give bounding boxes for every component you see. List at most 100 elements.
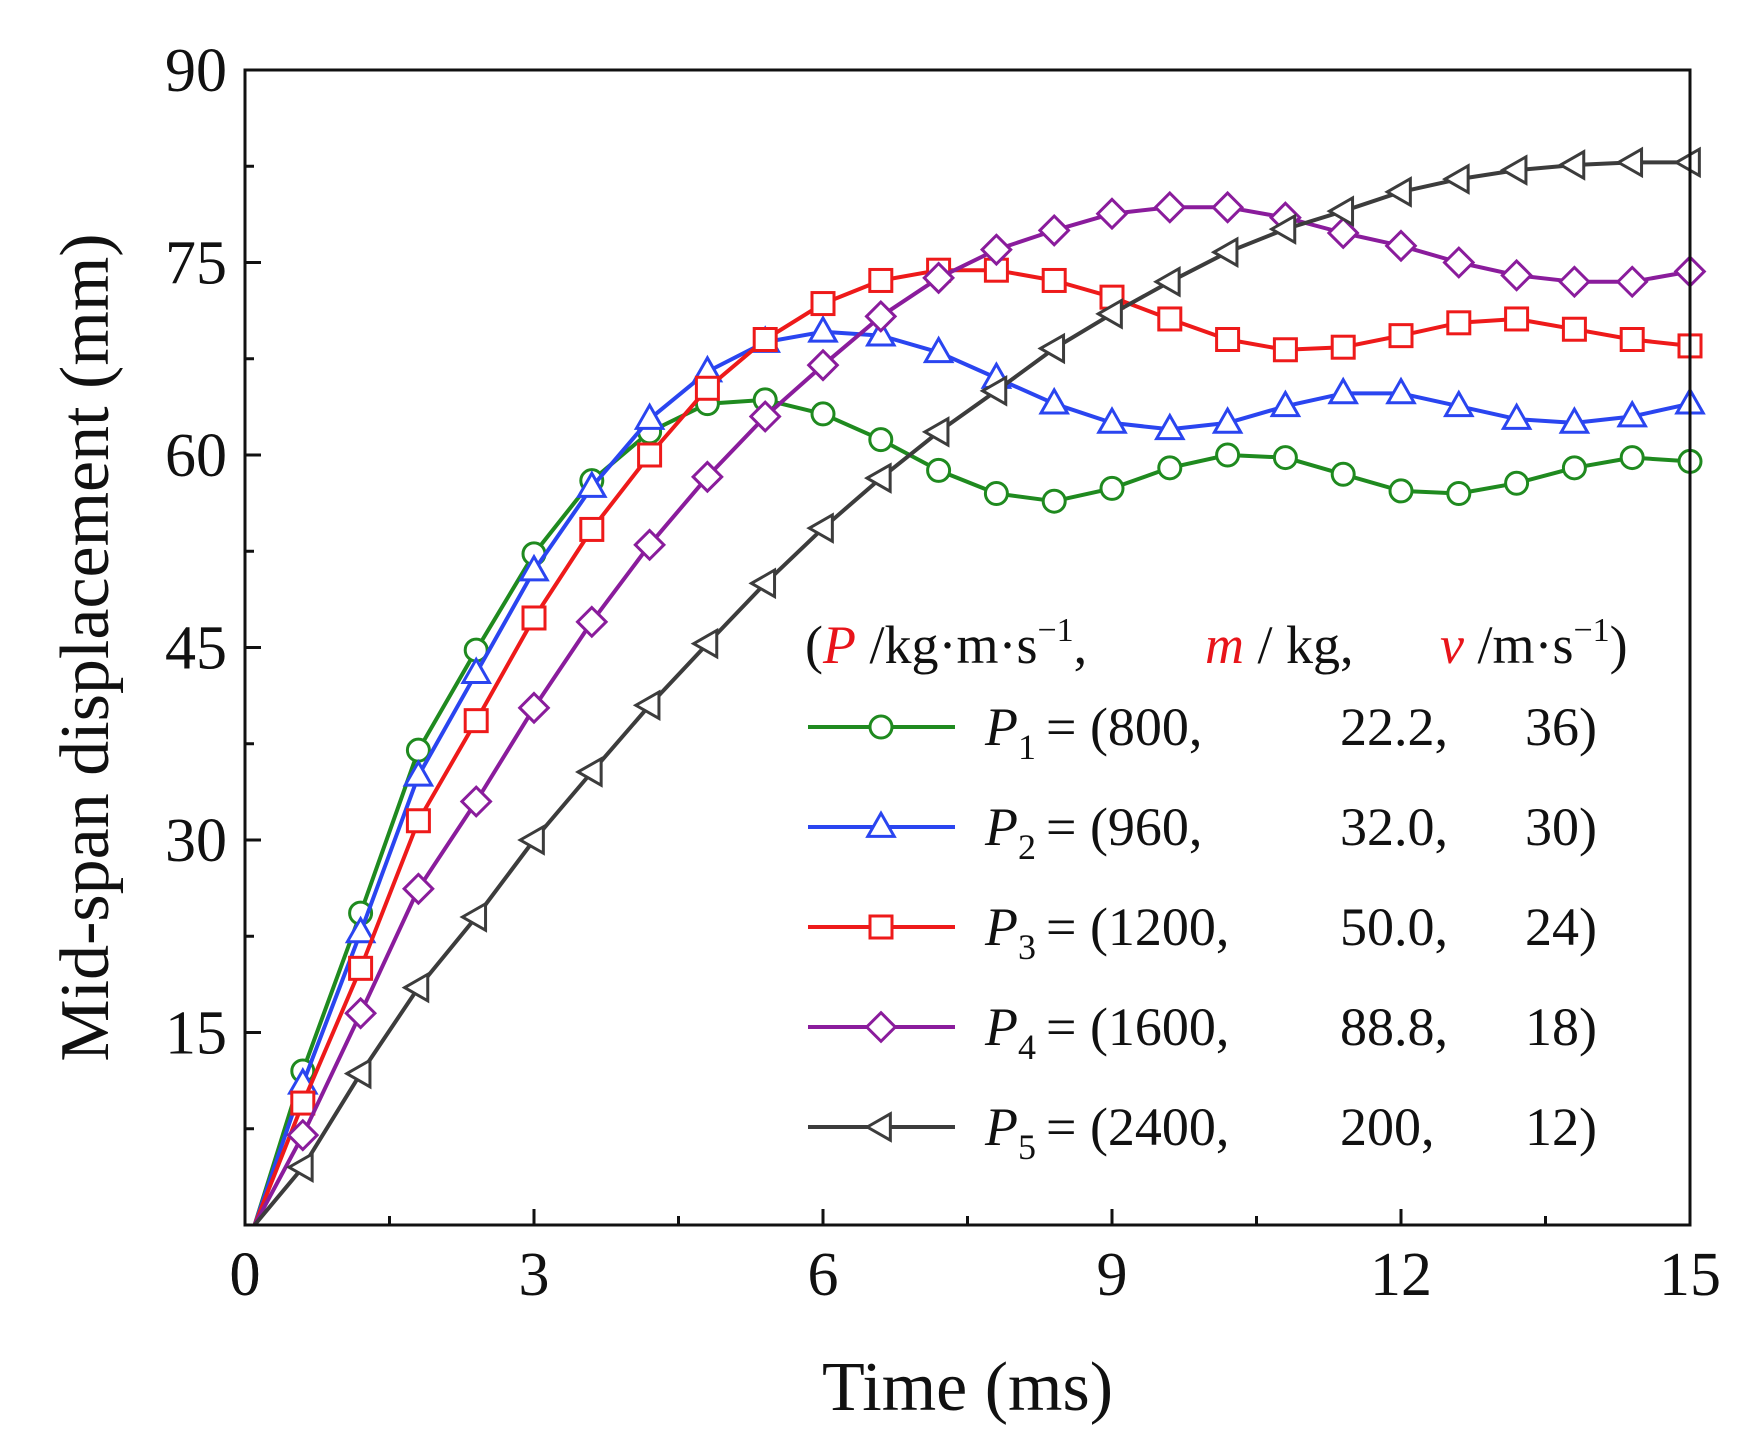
data-point [806,512,834,544]
data-point [922,335,955,364]
data-point [633,402,666,430]
legend-symbol-p5 [808,1111,955,1143]
legend-p5-velocity: 12) [1525,1097,1597,1157]
x-tick-label: 6 [808,1241,839,1309]
data-point [517,691,551,725]
legend-p2-symbol: P [984,797,1018,857]
y-tick-label: 60 [165,422,227,490]
data-point [1446,481,1472,506]
legend-p1-mass: 22.2, [1340,697,1448,757]
data-point [1099,475,1125,501]
data-point [633,528,667,562]
data-point [343,1057,372,1090]
legend-header-p-exponent: −1 [1037,612,1073,649]
legend-symbol-p1 [808,714,955,740]
legend-label-p4: P4 = (1600, 88.8, 18) [984,997,1597,1067]
data-point [1557,265,1591,299]
data-point [463,708,489,734]
legend-entry-p4: P4 = (1600, 88.8, 18) [808,997,1597,1067]
legend-symbol-p2 [808,810,955,838]
legend-p2-velocity: 30) [1525,797,1597,857]
data-point [810,401,836,427]
data-point [1504,470,1530,496]
x-axis-title: Time (ms) [822,1349,1113,1426]
legend-p3-velocity: 24) [1525,897,1597,957]
data-point [1041,488,1067,514]
data-point [460,656,492,685]
data-point [748,567,777,600]
data-point [979,375,1008,407]
data-point [1442,163,1470,195]
data-point [922,261,956,295]
data-point [1504,306,1530,332]
y-tick-label: 15 [165,1000,227,1068]
data-point [405,737,431,763]
data-point [1619,445,1645,471]
data-point [1330,461,1356,487]
data-point [806,348,840,382]
data-point [1037,213,1071,247]
data-point [868,427,894,453]
data-point [983,481,1009,506]
legend-header: (P /kg·m·s−1, m / kg, v /m·s−1) [805,612,1628,675]
legend-header-open: ( [805,615,823,675]
data-point [405,808,431,834]
data-point [1157,455,1183,481]
data-point [1210,236,1239,269]
data-point [1561,316,1587,342]
data-point [1561,455,1587,481]
legend-entry-p1: P1 = (800, 22.2, 36) [808,697,1597,767]
data-point [290,1090,316,1116]
x-tick-label: 12 [1370,1241,1432,1309]
legend-marker [868,714,894,740]
data-point [459,785,493,818]
data-point [1326,195,1355,227]
legend-p2-mass: 32.0, [1340,797,1448,857]
legend-header-p-unit: /kg·m·s [856,615,1038,675]
data-point [401,872,435,906]
data-point [1499,154,1528,186]
legend-marker [868,914,894,940]
data-point [1157,306,1183,332]
data-point [864,299,898,333]
legend-p1-symbol: P [984,697,1018,757]
data-point [1153,190,1187,224]
legend-header-m-symbol: m [1205,615,1244,675]
legend-p4-mass: 88.8, [1340,997,1448,1057]
data-point [1673,146,1701,179]
data-point [807,315,839,343]
series-layer [252,146,1707,1227]
x-tick-label: 3 [519,1241,550,1309]
data-point [402,759,435,787]
data-point [401,971,430,1004]
data-point [1095,197,1129,231]
legend-header-v-unit: /m·s [1464,615,1574,675]
data-point [868,267,894,293]
data-point [1096,406,1128,434]
data-point [979,233,1013,267]
data-point [1616,399,1648,428]
y-tick-label: 30 [165,807,227,875]
data-point [752,327,778,352]
data-point [1215,442,1241,468]
data-point [1327,376,1359,405]
data-point [1385,376,1417,405]
legend-p1-momentum: = (800, [1046,697,1202,757]
data-point [576,470,608,498]
series-line-p3 [252,268,1691,1226]
data-point [694,375,720,401]
series-p4 [252,190,1707,1226]
data-point [348,955,374,981]
x-tick-label: 0 [230,1241,261,1309]
y-axis-title: Mid-span displacement (mm) [47,233,124,1061]
legend-p3-symbol: P [984,897,1018,957]
data-point [521,605,547,631]
legend-p1-subscript: 1 [1018,727,1036,767]
data-point [748,400,782,433]
legend-marker [865,810,897,838]
data-point [632,689,661,722]
legend-p3-mass: 50.0, [1340,897,1448,957]
legend-p4-velocity: 18) [1525,997,1597,1057]
data-point [518,553,550,582]
legend: (P /kg·m·s−1, m / kg, v /m·s−1) P1 = (800, 2… [805,612,1628,1167]
